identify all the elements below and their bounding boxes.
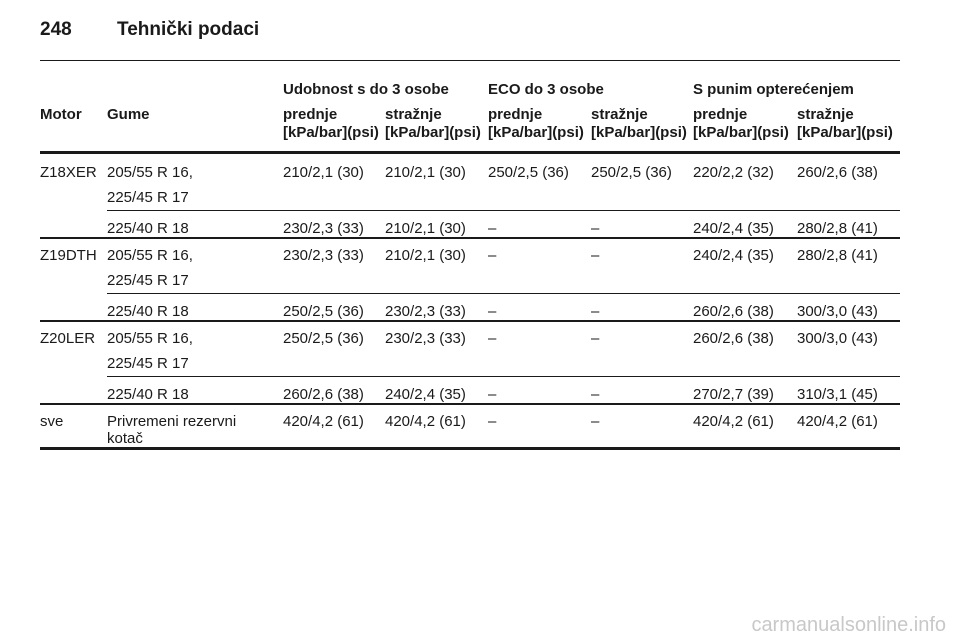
pressure: – xyxy=(488,413,497,430)
sub-header: stražnje xyxy=(797,106,854,123)
watermark: carmanualsonline.info xyxy=(751,614,946,636)
unit-header: [kPa/bar](psi) xyxy=(797,124,893,141)
pressure: 240/2,4 (35) xyxy=(385,386,466,403)
pressure: 250/2,5 (36) xyxy=(591,164,672,181)
pressure: 420/4,2 (61) xyxy=(385,413,466,430)
pressure: 230/2,3 (33) xyxy=(283,220,364,237)
pressure: 260/2,6 (38) xyxy=(693,330,774,347)
group-header: Udobnost s do 3 osobe xyxy=(283,81,449,98)
tyre-size: 205/55 R 16, xyxy=(107,164,193,181)
sub-header: stražnje xyxy=(591,106,648,123)
pressure: 260/2,6 (38) xyxy=(693,303,774,320)
pressure: 230/2,3 (33) xyxy=(283,247,364,264)
pressure: – xyxy=(591,220,600,237)
group-header: ECO do 3 osobe xyxy=(488,81,604,98)
rule xyxy=(107,376,900,377)
tyre-size: 225/40 R 18 xyxy=(107,220,189,237)
unit-header: [kPa/bar](psi) xyxy=(283,124,379,141)
unit-header: [kPa/bar](psi) xyxy=(385,124,481,141)
unit-header: [kPa/bar](psi) xyxy=(693,124,789,141)
pressure: 420/4,2 (61) xyxy=(283,413,364,430)
pressure: – xyxy=(488,247,497,264)
rule xyxy=(40,237,900,239)
rule xyxy=(40,403,900,405)
pressure: – xyxy=(488,303,497,320)
pressure: 280/2,8 (41) xyxy=(797,220,878,237)
pressure: 210/2,1 (30) xyxy=(385,164,466,181)
sub-header: prednje xyxy=(693,106,748,123)
pressure: – xyxy=(488,330,497,347)
sub-header: stražnje xyxy=(385,106,442,123)
pressure: 260/2,6 (38) xyxy=(283,386,364,403)
pressure: 250/2,5 (36) xyxy=(283,303,364,320)
pressure: 210/2,1 (30) xyxy=(283,164,364,181)
tyre-size: 225/45 R 17 xyxy=(107,355,189,372)
pressure: 310/3,1 (45) xyxy=(797,386,878,403)
unit-header: [kPa/bar](psi) xyxy=(591,124,687,141)
pressure: 220/2,2 (32) xyxy=(693,164,774,181)
tyre-size: Privremeni rezervni kotač xyxy=(107,413,237,447)
rule xyxy=(40,151,900,154)
pressure: 210/2,1 (30) xyxy=(385,247,466,264)
pressure: – xyxy=(591,330,600,347)
pressure: – xyxy=(591,247,600,264)
pressure: 420/4,2 (61) xyxy=(693,413,774,430)
page-number: 248 xyxy=(40,19,72,40)
pressure: 240/2,4 (35) xyxy=(693,220,774,237)
rule xyxy=(40,60,900,61)
pressure: – xyxy=(591,303,600,320)
pressure: 420/4,2 (61) xyxy=(797,413,878,430)
pressure: 300/3,0 (43) xyxy=(797,303,878,320)
tyre-size: 205/55 R 16, xyxy=(107,330,193,347)
pressure: 260/2,6 (38) xyxy=(797,164,878,181)
pressure: 270/2,7 (39) xyxy=(693,386,774,403)
pressure: 250/2,5 (36) xyxy=(488,164,569,181)
motor: sve xyxy=(40,413,64,430)
column-header: Motor xyxy=(40,106,82,123)
pressure: – xyxy=(591,413,600,430)
pressure: – xyxy=(488,386,497,403)
tyre-size: 225/40 R 18 xyxy=(107,303,189,320)
pressure: 250/2,5 (36) xyxy=(283,330,364,347)
pressure: – xyxy=(488,220,497,237)
tyre-size: 225/45 R 17 xyxy=(107,189,189,206)
group-header: S punim opterećenjem xyxy=(693,81,854,98)
motor: Z18XER xyxy=(40,164,97,181)
pressure: 300/3,0 (43) xyxy=(797,330,878,347)
pressure: 210/2,1 (30) xyxy=(385,220,466,237)
rule xyxy=(40,320,900,322)
motor: Z19DTH xyxy=(40,247,97,264)
pressure: – xyxy=(591,386,600,403)
sub-header: prednje xyxy=(283,106,338,123)
column-header: Gume xyxy=(107,106,150,123)
pressure: 280/2,8 (41) xyxy=(797,247,878,264)
pressure: 240/2,4 (35) xyxy=(693,247,774,264)
rule xyxy=(40,447,900,450)
unit-header: [kPa/bar](psi) xyxy=(488,124,584,141)
rule xyxy=(107,293,900,294)
pressure: 230/2,3 (33) xyxy=(385,303,466,320)
tyre-size: 225/40 R 18 xyxy=(107,386,189,403)
motor: Z20LER xyxy=(40,330,96,347)
sub-header: prednje xyxy=(488,106,543,123)
page-title: Tehnički podaci xyxy=(117,19,260,40)
tyre-size: 205/55 R 16, xyxy=(107,247,193,264)
rule xyxy=(107,210,900,211)
pressure: 230/2,3 (33) xyxy=(385,330,466,347)
tyre-size: 225/45 R 17 xyxy=(107,272,189,289)
